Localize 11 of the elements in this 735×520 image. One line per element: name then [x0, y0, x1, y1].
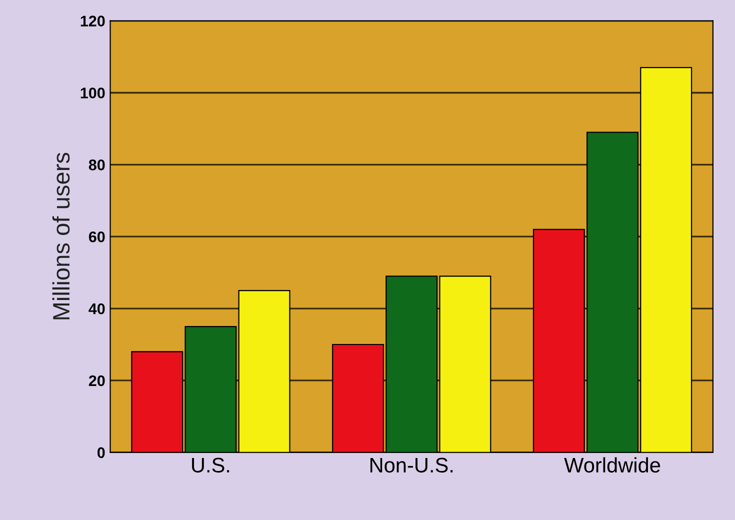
y-tick-label: 60 [88, 231, 105, 242]
y-tick-label: 100 [80, 88, 105, 98]
x-tick-label: Worldwide [564, 457, 660, 473]
y-tick-label: 120 [80, 16, 105, 26]
y-tick-label: 80 [88, 160, 105, 170]
y-tick-label: 20 [88, 375, 105, 386]
y-tick-label: 0 [97, 447, 105, 458]
x-tick-label: U.S. [192, 458, 230, 473]
x-tick-label: Non-U.S. [370, 458, 453, 473]
y-tick-label: 40 [88, 303, 105, 314]
y-axis-title: Millions of users [52, 152, 70, 320]
